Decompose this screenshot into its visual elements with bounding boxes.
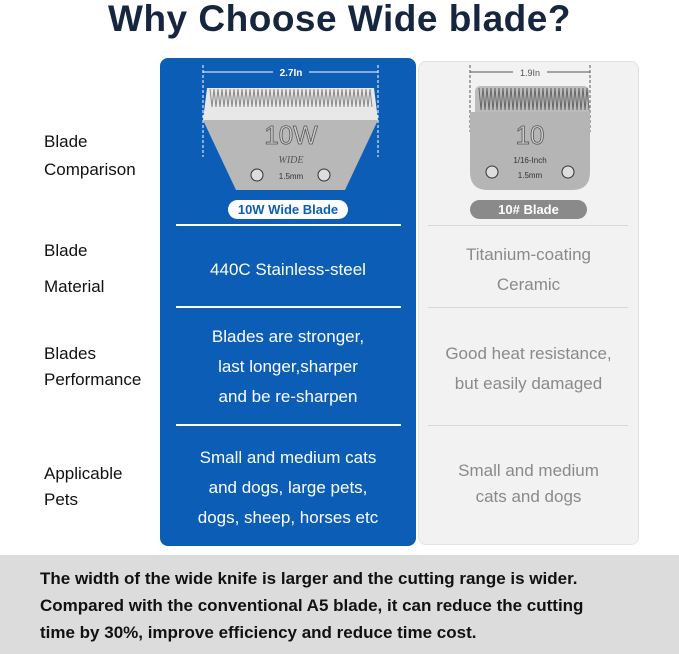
svg-text:1/16-Inch: 1/16-Inch — [513, 156, 546, 165]
svg-text:1.5mm: 1.5mm — [279, 172, 304, 181]
row-label-blade-comparison: Blade Comparison — [44, 132, 136, 179]
divider — [428, 425, 628, 426]
wide-blade-label: 10W Wide Blade — [228, 200, 348, 219]
row-label-applicable-pets: Applicable Pets — [44, 464, 123, 509]
wide-blade-width: 2.7In — [280, 68, 303, 79]
wide-performance: Blades are stronger, last longer,sharper a… — [211, 327, 365, 406]
page-title: Why Choose Wide blade? — [108, 0, 571, 39]
standard-blade-width: 1.9In — [520, 68, 540, 78]
standard-pets: Small and medium cats and dogs — [458, 461, 599, 506]
row-label-blade-material: Blade Material — [44, 241, 105, 296]
wide-blade-number: 10W — [264, 120, 318, 150]
standard-blade-image: 1.9In 10 1/16-Inch 1.5mm — [469, 65, 591, 190]
wide-material: 440C Stainless-steel — [210, 260, 366, 279]
divider — [176, 424, 401, 426]
standard-material: Titanium-coating Ceramic — [465, 245, 592, 294]
standard-performance: Good heat resistance, but easily damaged — [445, 344, 612, 393]
divider — [176, 306, 401, 308]
footer-description: The width of the wide knife is larger an… — [0, 555, 679, 654]
divider — [428, 307, 628, 308]
standard-blade-label: 10# Blade — [470, 200, 587, 219]
standard-blade-number: 10 — [516, 120, 545, 150]
divider — [428, 225, 628, 226]
svg-text:WIDE: WIDE — [279, 155, 304, 166]
divider — [176, 224, 401, 226]
wide-pets: Small and medium cats and dogs, large pet… — [197, 448, 379, 527]
row-label-blades-performance: Blades Performance — [44, 344, 142, 389]
wide-blade-image: 2.7In 10W WIDE 1.5mm — [202, 65, 379, 190]
svg-text:1.5mm: 1.5mm — [518, 171, 543, 180]
